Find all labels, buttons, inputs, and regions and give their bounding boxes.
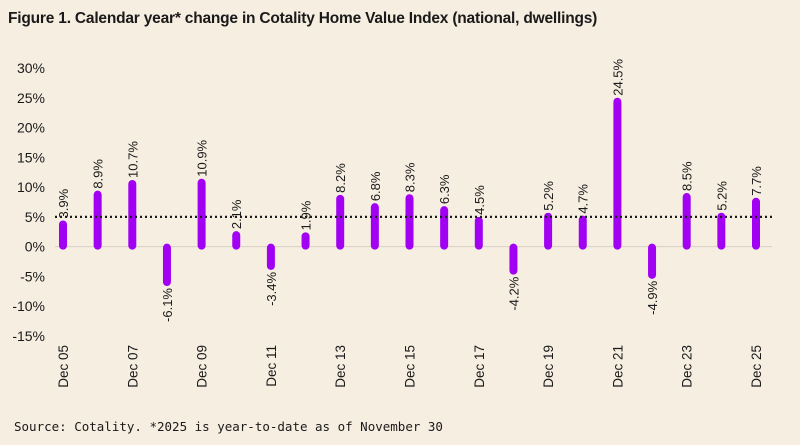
bar [266, 243, 275, 270]
bar [578, 215, 587, 250]
data-label: 10.9% [195, 139, 210, 176]
data-label: -4.2% [506, 276, 521, 310]
bar [509, 243, 518, 275]
data-label: 24.5% [610, 58, 625, 95]
x-tick-label: Dec 05 [56, 345, 71, 388]
bar [128, 179, 137, 250]
data-label: 7.7% [749, 166, 764, 196]
source-note: Source: Cotality. *2025 is year-to-date … [14, 419, 443, 434]
bar [544, 212, 553, 250]
bar [717, 212, 726, 250]
data-label: 1.9% [299, 200, 314, 230]
bar [197, 178, 206, 250]
data-label: 6.3% [437, 174, 452, 204]
y-tick-label: -15% [12, 328, 45, 344]
x-tick-label: Dec 25 [749, 345, 764, 388]
data-label: 3.9% [56, 188, 71, 218]
y-tick-label: 15% [17, 149, 45, 165]
bar [752, 197, 760, 250]
bar [59, 220, 67, 250]
x-tick-label: Dec 19 [541, 345, 556, 388]
data-label: 8.5% [680, 161, 695, 191]
bar [370, 203, 379, 250]
y-tick-label: 5% [25, 209, 45, 225]
x-tick-label: Dec 09 [195, 345, 210, 388]
bar [648, 243, 657, 279]
y-tick-label: -5% [20, 268, 45, 284]
data-label: -6.1% [160, 288, 175, 322]
bar [301, 232, 310, 250]
bar [682, 193, 691, 250]
x-tick-label: Dec 13 [333, 345, 348, 388]
bar [162, 243, 171, 286]
data-label: 5.2% [714, 181, 729, 211]
data-label: 5.2% [541, 181, 556, 211]
bar [474, 216, 483, 250]
x-tick-label: Dec 11 [264, 345, 279, 387]
bar [93, 190, 102, 250]
data-label: -4.9% [645, 280, 660, 314]
chart-title: Figure 1. Calendar year* change in Cotal… [8, 10, 598, 27]
data-label: 8.3% [403, 162, 418, 192]
x-tick-label: Dec 21 [610, 345, 625, 388]
data-label: 2.1% [229, 199, 244, 229]
x-tick-label: Dec 17 [472, 345, 487, 388]
data-label: 4.7% [576, 184, 591, 214]
y-tick-label: 0% [25, 239, 45, 255]
bar [232, 231, 241, 250]
x-tick-label: Dec 15 [403, 345, 418, 388]
y-tick-label: 30% [17, 60, 45, 76]
y-tick-label: 10% [17, 179, 45, 195]
x-tick-label: Dec 23 [680, 345, 695, 388]
data-label: 8.9% [91, 159, 106, 189]
data-label: -3.4% [264, 271, 279, 305]
data-label: 8.2% [333, 163, 348, 193]
x-tick-label: Dec 07 [125, 345, 140, 388]
bar [613, 97, 622, 250]
bar [440, 206, 449, 250]
y-tick-label: -10% [12, 298, 45, 314]
data-label: 6.8% [368, 171, 383, 201]
y-tick-label: 20% [17, 120, 45, 136]
data-label: 10.7% [125, 141, 140, 178]
bar [336, 194, 345, 250]
bar [405, 194, 414, 250]
data-label: 4.5% [472, 185, 487, 215]
y-tick-label: 25% [17, 90, 45, 106]
